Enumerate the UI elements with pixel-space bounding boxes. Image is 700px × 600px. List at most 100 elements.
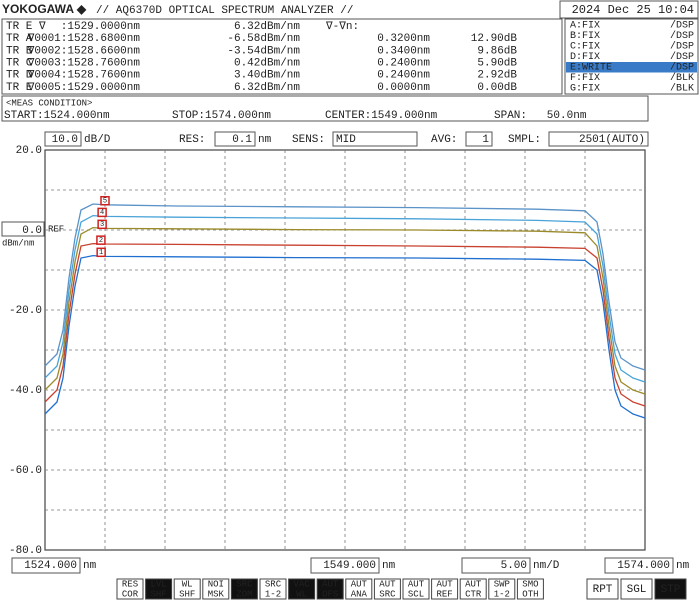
softkey-label: AUT	[322, 579, 339, 589]
avg: 1	[482, 134, 489, 146]
softkey-label: OFS	[322, 589, 338, 599]
softkey[interactable]	[288, 578, 316, 600]
marker-cell: -6.58dBm/nm	[227, 33, 300, 45]
softkey-label: CTR	[465, 589, 482, 599]
ref-label: REF	[48, 224, 64, 234]
x-tick-box	[604, 557, 674, 574]
softkey[interactable]	[345, 578, 373, 600]
scale: 10.0	[52, 134, 78, 146]
marker-label: 3	[100, 221, 104, 229]
softkey-label: WL	[296, 589, 307, 599]
marker-cell: 0.3400nm	[377, 45, 430, 57]
softkey-label: ZOM	[236, 589, 252, 599]
x-tick-label: 1524.000	[24, 560, 77, 572]
marker	[100, 195, 110, 206]
marker-label: 5	[103, 198, 107, 206]
y-tick-label: -40.0	[9, 385, 42, 397]
softkey-label: OTH	[522, 589, 538, 599]
res: 0.1	[232, 134, 252, 146]
run-key-label: SGL	[627, 584, 647, 596]
trace-state: D:FIX	[570, 52, 600, 63]
avg-box	[465, 131, 493, 147]
trace-state: F:FIX	[570, 73, 600, 84]
softkey-label: WL	[182, 579, 193, 589]
x-tick-box	[310, 557, 380, 574]
trace-mode: /DSP	[670, 20, 694, 32]
softkey-label: SMO	[522, 579, 538, 589]
marker-cell: 0.00dB	[477, 82, 517, 94]
marker-cell: 0.0000nm	[377, 82, 430, 94]
softkey[interactable]	[173, 578, 201, 600]
softkey[interactable]	[259, 578, 287, 600]
datetime-box	[559, 0, 699, 19]
marker-label: 2	[99, 237, 103, 245]
softkey-label: 1-2	[265, 589, 281, 599]
x-tick-label: 1574.000	[617, 560, 670, 572]
marker-cell: ∇0005:1529.0000nm	[27, 82, 141, 94]
marker-table	[1, 18, 563, 95]
marker-cell: ∇0004:1528.7600nm	[27, 70, 141, 82]
trace-mode: /DSP	[670, 41, 694, 53]
softkey[interactable]	[145, 578, 173, 600]
div-box	[461, 557, 531, 574]
softkey-label: AUT	[436, 579, 453, 589]
softkey[interactable]	[516, 578, 544, 600]
run-key[interactable]	[620, 578, 653, 600]
softkey-label: 1-2	[494, 589, 510, 599]
softkey-label: LVL	[150, 579, 166, 589]
marker-cell: 0.42dBm/nm	[234, 58, 300, 70]
trace-state: E:WRITE	[570, 63, 612, 74]
softkey[interactable]	[316, 578, 344, 600]
softkey[interactable]	[116, 578, 144, 600]
ref-box	[1, 221, 45, 237]
y-tick-label: -20.0	[9, 305, 42, 317]
marker-cell: ∇0003:1528.7600nm	[27, 58, 141, 70]
marker	[96, 247, 106, 258]
marker-cell: TR A	[6, 33, 33, 45]
run-key[interactable]	[586, 578, 619, 600]
scale-box	[44, 131, 82, 147]
trace	[44, 214, 646, 383]
sens: MID	[336, 134, 356, 146]
sens-box	[332, 131, 418, 147]
softkey-label: VAC	[293, 579, 310, 589]
softkey-label: NOI	[208, 579, 224, 589]
brand: YOKOGAWA ◆	[2, 2, 87, 16]
y-unit: dBm/nm	[2, 238, 34, 248]
softkey[interactable]	[431, 578, 459, 600]
res-box	[214, 131, 256, 147]
x-tick-box	[11, 557, 81, 574]
marker-cell: TR D	[6, 70, 33, 82]
softkey[interactable]	[488, 578, 516, 600]
smpl-label: SMPL:	[508, 134, 541, 146]
trace	[44, 254, 646, 419]
softkey-label: ANA	[351, 589, 368, 599]
marker-cell: 6.32dBm/nm	[234, 82, 300, 94]
marker-cell: ∇0001:1528.6800nm	[27, 33, 141, 45]
softkey-label: AUT	[351, 579, 368, 589]
softkey[interactable]	[373, 578, 401, 600]
marker-label: 4	[100, 209, 104, 217]
marker-cell: -3.54dBm/nm	[227, 45, 300, 57]
softkey[interactable]	[459, 578, 487, 600]
run-key-label: RPT	[593, 584, 613, 596]
marker-cell: ∇0002:1528.6600nm	[27, 45, 141, 57]
softkey[interactable]	[402, 578, 430, 600]
softkey-label: SHF	[150, 589, 166, 599]
start: START:1524.000nm	[4, 110, 110, 122]
marker-cell: 6.32dBm/nm	[234, 21, 300, 33]
marker-cell: ∇-∇n:	[325, 21, 359, 33]
marker-cell: 0.3200nm	[377, 33, 430, 45]
softkey[interactable]	[202, 578, 230, 600]
softkey[interactable]	[230, 578, 258, 600]
res-label: RES:	[179, 134, 205, 146]
trace	[44, 242, 646, 407]
x-unit: nm	[382, 560, 396, 572]
smpl-box	[548, 131, 649, 147]
run-key[interactable]	[654, 578, 687, 600]
trace	[44, 203, 646, 371]
avg-label: AVG:	[431, 134, 457, 146]
y-tick-label: -80.0	[9, 545, 42, 557]
softkey-label: SCL	[408, 589, 424, 599]
y-tick-label: 0.0	[22, 225, 42, 237]
